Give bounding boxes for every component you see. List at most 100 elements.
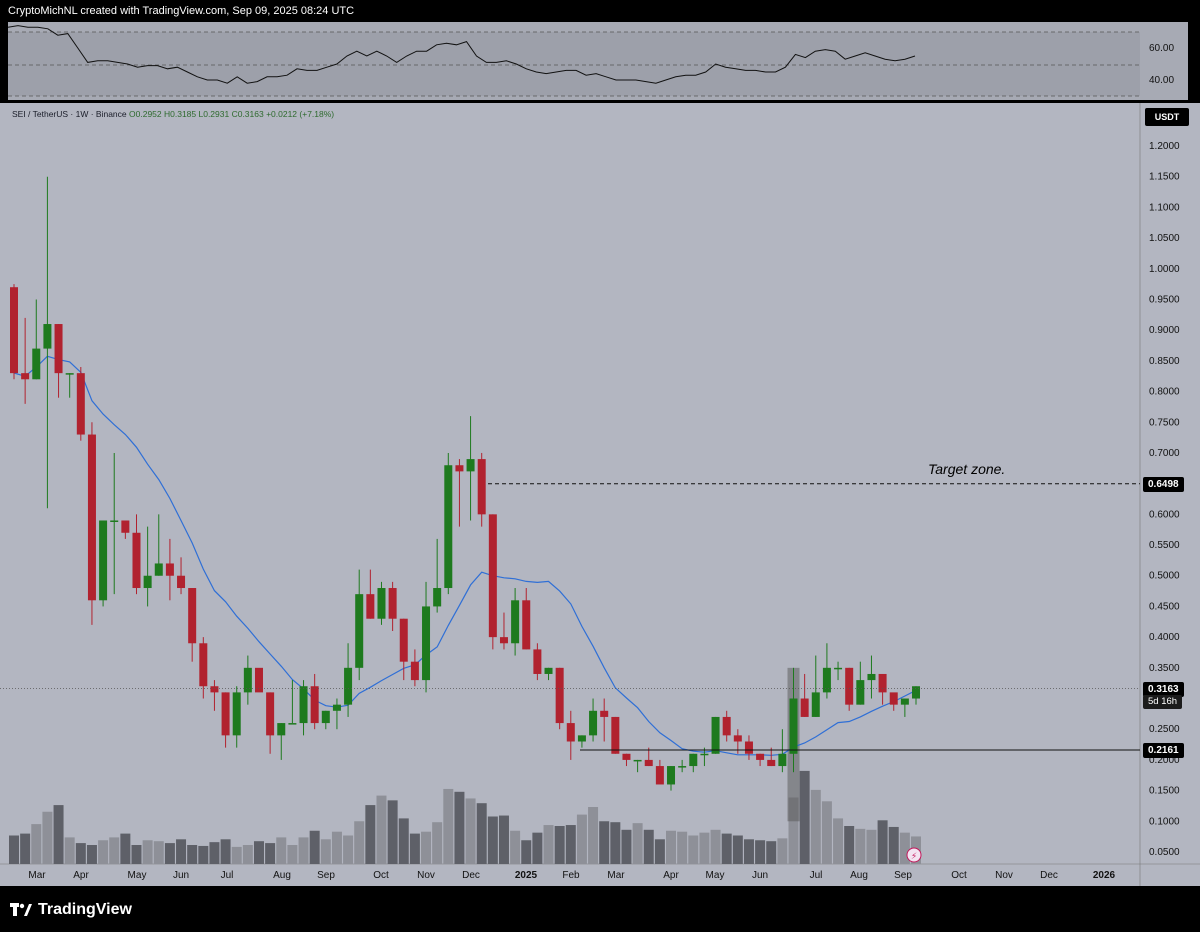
price-axis-label: 0.8500 [1149,356,1180,367]
rsi-axis-label: 60.00 [1149,43,1174,54]
volume-bar [532,832,543,864]
candle-body [789,698,798,754]
panel-separator [0,100,1200,103]
volume-bar [777,838,788,864]
volume-bar [866,829,877,864]
price-axis-label: 0.7000 [1149,448,1180,459]
candle [355,569,364,681]
volume-bar [253,841,264,864]
candle [199,637,208,699]
volume-bar [75,843,86,864]
candle [511,588,520,656]
volume-bar [666,830,677,864]
candle [433,538,442,613]
candle-body [622,753,631,760]
volume-bar [320,839,331,864]
volume-bar [265,843,276,864]
candle [132,514,141,595]
candle-body [678,766,687,768]
volume-bar [610,822,621,864]
candle [366,569,375,619]
volume-bar [287,845,298,864]
volume-bar [109,837,120,864]
candle-body [522,600,531,650]
time-axis-label: Aug [850,870,868,881]
volume-bar [421,831,432,864]
volume-bar [31,824,42,864]
volume-bar [821,801,832,864]
candle-body [477,459,486,515]
volume-bar [276,837,287,864]
candle [466,416,475,521]
volume-bar [187,845,198,864]
volume-bar [888,826,899,864]
volume-bar [755,840,766,864]
tradingview-logo[interactable]: TradingView [10,901,132,919]
candle-body [210,686,219,693]
candle-body [822,667,831,693]
candle [288,680,297,725]
rsi-line [7,25,916,84]
candle [87,422,96,625]
candle [266,692,275,754]
currency-button[interactable]: USDT [1145,108,1189,126]
volume-bar [688,835,699,864]
volume-bar [176,839,187,864]
event-icon [906,847,922,863]
candle [611,716,620,754]
price-axis-label: 0.8000 [1149,387,1180,398]
volume-bar [53,805,64,864]
volume-bar [543,825,554,864]
time-axis-label: Dec [462,870,480,881]
candle-body [488,514,497,638]
volume-bar [231,846,242,864]
candle [678,759,687,773]
candle-body [834,667,843,670]
candle-body [10,287,18,374]
candle [477,452,486,527]
price-axis-label: 1.1000 [1149,202,1180,213]
time-axis-label: Apr [73,870,89,881]
price-axis-label: 0.4000 [1149,632,1180,643]
candle-body [110,520,119,522]
candle-body [54,324,63,374]
candle-body [177,575,186,589]
candle-body [410,661,419,681]
candle [912,686,920,705]
candle [811,655,820,717]
candle-body [43,324,52,349]
candle-body [433,588,442,607]
volume-bar [810,789,821,864]
candle-body [533,649,542,674]
time-axis-label: Dec [1040,870,1058,881]
volume-bar [788,797,799,864]
price-axis-label: 0.6000 [1149,509,1180,520]
candle [410,649,419,687]
candle-body [756,753,765,760]
time-axis-label: Mar [607,870,625,881]
candle-body [121,520,130,533]
price-axis-label: 0.5500 [1149,540,1180,551]
volume-bar [298,837,309,864]
candle [377,581,386,625]
candle [299,680,308,736]
candle [722,710,731,742]
candle [800,673,809,717]
candle-body [455,465,464,472]
candle-body [377,588,386,619]
candle [321,710,330,730]
target-price-tag: 0.6498 [1143,477,1184,492]
lightning-icon: ⚡ [911,852,917,862]
volume-bar [833,818,844,864]
time-axis-label: Sep [894,870,912,881]
candle [889,692,898,711]
candle-body [856,680,865,705]
target-zone-annotation: Target zone. [928,461,1006,477]
volume-bar [98,840,109,864]
candle-body [188,588,197,644]
candle [499,612,508,650]
volume-bar [376,795,387,864]
symbol-legend: SEI / TetherUS · 1W · Binance O0.2952 H0… [12,109,334,119]
chart-canvas[interactable]: 1.2000 1.1500 1.1000 1.0500 1.0000 0.9500 0.90… [0,22,1200,886]
candle [522,588,531,650]
